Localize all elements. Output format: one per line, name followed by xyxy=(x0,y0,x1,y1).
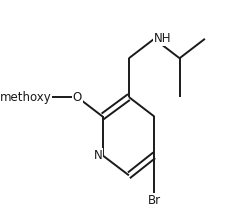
Text: N: N xyxy=(93,149,102,162)
Text: NH: NH xyxy=(153,32,171,45)
Text: Br: Br xyxy=(147,194,160,207)
Text: O: O xyxy=(72,91,81,104)
Text: methoxy: methoxy xyxy=(0,91,52,104)
